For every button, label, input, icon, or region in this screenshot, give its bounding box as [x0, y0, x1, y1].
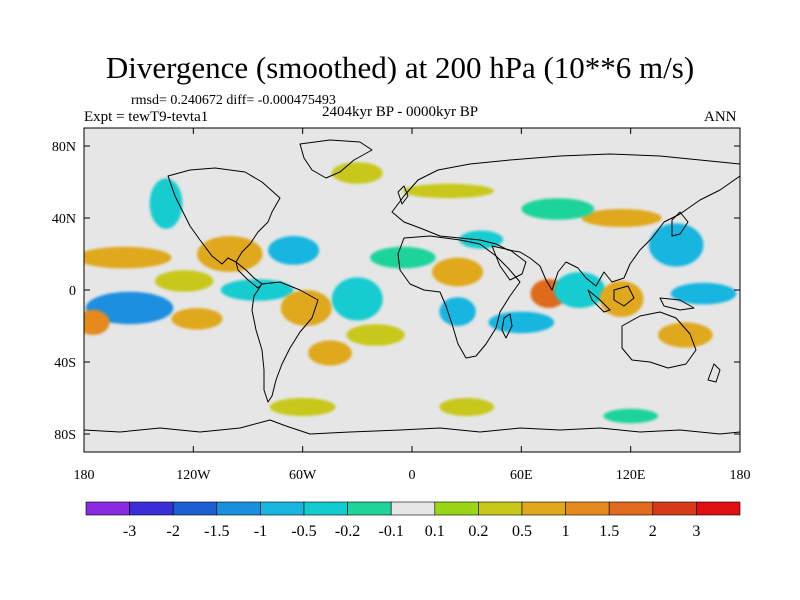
field-cell-21	[648, 223, 704, 267]
colorbar-swatch-4	[260, 501, 305, 516]
field-cell-4	[155, 270, 214, 292]
field-cell-2	[84, 309, 110, 335]
field-cell-16	[459, 230, 504, 249]
field-cell-5	[149, 178, 183, 229]
colorbar-swatch-8	[434, 501, 479, 516]
field-cell-1	[84, 246, 172, 269]
colorbar-swatch-3	[216, 501, 261, 516]
coast-south-america	[251, 281, 319, 403]
colorbar-swatch-14	[696, 501, 741, 516]
coast-new-guinea	[659, 297, 695, 311]
period-label: 2404kyr BP - 0000kyr BP	[322, 104, 479, 120]
coast-greenland	[299, 139, 373, 179]
coast-uk	[397, 185, 409, 205]
divergence-field	[84, 162, 737, 424]
colorbar-swatch-10	[521, 501, 566, 516]
coastlines	[84, 139, 740, 435]
colorbar-swatch-13	[652, 501, 697, 516]
coast-sumatra	[587, 289, 611, 313]
coast-madagascar	[501, 313, 513, 339]
y-tick-label: 40N	[52, 212, 76, 227]
y-tick-label: 80N	[52, 140, 76, 155]
field-cell-26	[402, 183, 494, 199]
field-cell-13	[370, 246, 436, 269]
field-cell-20	[581, 209, 662, 227]
field-cell-23	[599, 281, 644, 317]
coast-borneo	[613, 285, 635, 307]
colorbar-label: -2	[167, 523, 180, 540]
field-cell-7	[220, 279, 294, 301]
field-cell-22	[670, 282, 737, 305]
colorbar-label: -3	[123, 523, 136, 540]
colorbar: -3 -2 -1.5 -1 -0.5 -0.2 -0.1 0.1 0.2 0.5 1 1.5 2 3	[85, 501, 741, 540]
coast-antarctica	[84, 419, 740, 435]
x-tick-label: 180	[74, 468, 95, 483]
x-tick-label: 120W	[176, 468, 211, 483]
field-cell-14	[432, 257, 484, 287]
field-cell-29	[439, 398, 495, 416]
colorbar-swatch-1	[129, 501, 174, 516]
colorbar-swatch-11	[565, 501, 610, 516]
colorbar-label: 0.1	[425, 523, 445, 540]
chart-title: Divergence (smoothed) at 200 hPa (10**6 …	[105, 50, 695, 85]
field-cell-19	[554, 272, 606, 308]
colorbar-label: 0.5	[512, 523, 532, 540]
colorbar-label: -1	[254, 523, 267, 540]
field-cell-8	[268, 236, 320, 265]
experiment-label: Expt = tewT9-tevta1	[84, 109, 209, 125]
axes: 180 120W 60W 0 60E 120E 180 80N 40N 0 40S 80S	[52, 128, 751, 483]
coast-africa	[397, 235, 521, 359]
field-cell-12	[308, 340, 352, 366]
colorbar-label: 1.5	[599, 523, 619, 540]
coast-new-zealand	[707, 363, 721, 383]
colorbar-label: -1.5	[204, 523, 229, 540]
x-tick-label: 180	[730, 468, 751, 483]
field-cell-9	[280, 290, 332, 326]
field-cell-25	[521, 198, 595, 220]
coast-north-america	[167, 167, 281, 265]
colorbar-label: -0.5	[291, 523, 316, 540]
x-tick-label: 120E	[616, 468, 646, 483]
field-cell-24	[658, 322, 713, 348]
x-tick-label: 60W	[289, 468, 317, 483]
colorbar-label: -0.2	[335, 523, 360, 540]
field-cell-10	[331, 277, 383, 321]
x-tick-label: 0	[409, 468, 416, 483]
coast-australia	[621, 311, 697, 369]
colorbar-swatch-2	[172, 501, 218, 516]
field-cell-6	[197, 236, 263, 272]
y-tick-label: 0	[69, 284, 76, 299]
colorbar-swatch-5	[303, 501, 348, 516]
colorbar-label: 1	[562, 523, 570, 540]
field-cell-30	[603, 408, 658, 424]
colorbar-label: 2	[649, 523, 657, 540]
colorbar-label: -0.1	[379, 523, 404, 540]
y-tick-label: 80S	[54, 428, 76, 443]
y-tick-label: 40S	[54, 356, 76, 371]
colorbar-swatch-9	[478, 501, 523, 516]
colorbar-swatch-12	[608, 501, 654, 516]
colorbar-label: 0.2	[468, 523, 488, 540]
coast-eurasia	[391, 153, 740, 291]
field-cell-28	[269, 398, 336, 416]
season-label: ANN	[704, 109, 737, 125]
field-cell-3	[171, 308, 223, 330]
field-cell-15	[439, 297, 476, 326]
coast-arabia	[491, 245, 527, 281]
coast-japan	[671, 211, 689, 237]
stats-line: rmsd= 0.240672 diff= -0.000475493	[131, 93, 336, 108]
colorbar-swatch-0	[85, 501, 130, 516]
field-cell-27	[331, 162, 383, 184]
colorbar-swatch-6	[347, 501, 392, 516]
x-tick-label: 60E	[510, 468, 533, 483]
field-cell-18	[488, 311, 555, 334]
field-cell-11	[346, 324, 405, 346]
coast-central-america	[235, 261, 263, 289]
colorbar-label: 3	[692, 523, 700, 540]
colorbar-swatch-7	[390, 501, 436, 516]
field-cell-0	[85, 291, 174, 325]
